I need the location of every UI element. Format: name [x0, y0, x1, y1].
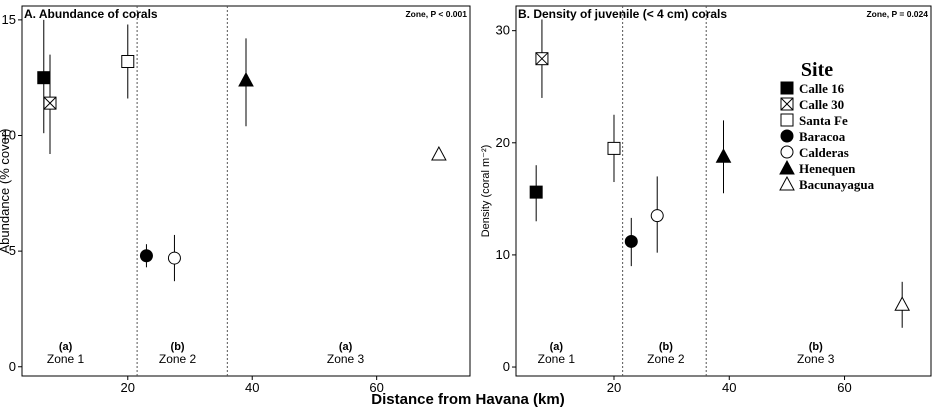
marker-baracoa	[139, 249, 153, 263]
legend-label-calle-16: Calle 16	[799, 81, 845, 96]
y-tick-label: 0	[9, 359, 16, 374]
marker-calle-30-cross-b	[43, 96, 57, 110]
marker-calderas	[650, 209, 664, 223]
data-point-calle-16	[37, 19, 51, 134]
legend-marker-calderas	[780, 145, 794, 159]
y-tick-label: 10	[496, 247, 510, 262]
zone-letter: (b)	[659, 341, 673, 353]
x-tick-label: 20	[607, 380, 621, 395]
marker-baracoa	[624, 234, 638, 248]
y-tick-label: 20	[496, 135, 510, 150]
zone-letter: (b)	[809, 341, 823, 353]
data-point-baracoa	[139, 244, 153, 268]
zone-label: Zone 3	[327, 352, 365, 366]
zone-label: Zone 2	[647, 352, 685, 366]
legend-marker-calle-30	[780, 97, 794, 111]
data-point-baracoa	[624, 217, 638, 267]
x-tick-label: 20	[121, 380, 135, 395]
legend-marker-henequen	[779, 159, 795, 175]
marker-henequen	[238, 71, 254, 87]
legend-marker-baracoa	[780, 129, 794, 143]
legend-label-henequen: Henequen	[799, 161, 856, 176]
data-point-calderas	[650, 176, 664, 253]
zone-letter: (a)	[339, 341, 353, 353]
zone-letter: (a)	[59, 341, 73, 353]
plot-frame	[21, 5, 471, 377]
panel-title: B. Density of juvenile (< 4 cm) corals	[518, 7, 727, 21]
legend-marker-bacunayagua	[779, 175, 795, 191]
marker-calle-30-cross-b	[535, 52, 549, 66]
data-point-henequen	[238, 38, 254, 127]
y-tick-label: 15	[2, 12, 16, 27]
data-point-bacunayagua	[894, 281, 911, 328]
chart-panel-b: 0 10 20 30 20 40 60 Density (coral m⁻²) B. Densi…	[480, 5, 932, 395]
data-point-calle-16	[529, 165, 543, 222]
x-tick-label: 40	[245, 380, 259, 395]
panel-title: A. Abundance of corals	[24, 7, 158, 21]
data-point-bacunayagua	[431, 145, 447, 161]
zone-letter: (b)	[171, 341, 185, 353]
x-tick-label: 40	[722, 380, 736, 395]
y-tick-label: 30	[496, 23, 510, 38]
legend-label-santa-fe: Santa Fe	[799, 113, 848, 128]
legend-label-baracoa: Baracoa	[799, 129, 846, 144]
marker-calle-16	[37, 71, 51, 85]
plot-frame	[515, 5, 932, 377]
marker-calle-16	[529, 185, 543, 199]
y-tick-label: 10	[2, 128, 16, 143]
marker-calderas	[167, 251, 181, 265]
data-point-santa-fe	[121, 24, 135, 99]
zone-label: Zone 1	[47, 352, 85, 366]
marker-santa-fe	[121, 55, 135, 68]
y-tick-label: 5	[9, 243, 16, 258]
zone-label: Zone 3	[797, 352, 835, 366]
zone-label: Zone 2	[159, 352, 197, 366]
data-point-henequen	[715, 120, 732, 194]
chart-panel-a: 0 5 10 15 20 40 60 Abundance (% cover) A. Abunda…	[0, 5, 471, 395]
marker-bacunayagua	[431, 145, 447, 161]
y-tick-label: 0	[503, 359, 510, 374]
panel-annotation: Zone, P < 0.001	[405, 9, 467, 19]
x-tick-label: 60	[837, 380, 851, 395]
legend-marker-calle-30-cross-b	[780, 97, 794, 111]
marker-calle-30	[43, 96, 57, 110]
legend-label-calderas: Calderas	[799, 145, 849, 160]
marker-bacunayagua	[894, 296, 911, 311]
panel-annotation: Zone, P = 0.024	[866, 9, 928, 19]
y-axis-label: Abundance (% cover)	[0, 128, 12, 253]
zone-label: Zone 1	[538, 352, 576, 366]
marker-calle-30	[535, 52, 549, 66]
marker-henequen	[715, 148, 732, 163]
data-point-calle-30	[535, 19, 549, 98]
data-point-calle-30	[43, 54, 57, 154]
x-tick-label: 60	[369, 380, 383, 395]
y-axis-label: Density (coral m⁻²)	[480, 145, 492, 238]
legend-marker-calle-16	[780, 81, 794, 95]
legend-title: Site	[801, 59, 833, 81]
figure-x-axis-label: Distance from Havana (km)	[371, 391, 564, 408]
legend-label-calle-30: Calle 30	[799, 97, 844, 112]
marker-santa-fe	[607, 141, 621, 155]
legend-label-bacunayagua: Bacunayagua	[799, 177, 875, 192]
zone-letter: (a)	[550, 341, 564, 353]
legend-marker-santa-fe	[780, 113, 794, 127]
data-point-calderas	[167, 234, 181, 282]
data-point-santa-fe	[607, 114, 621, 183]
